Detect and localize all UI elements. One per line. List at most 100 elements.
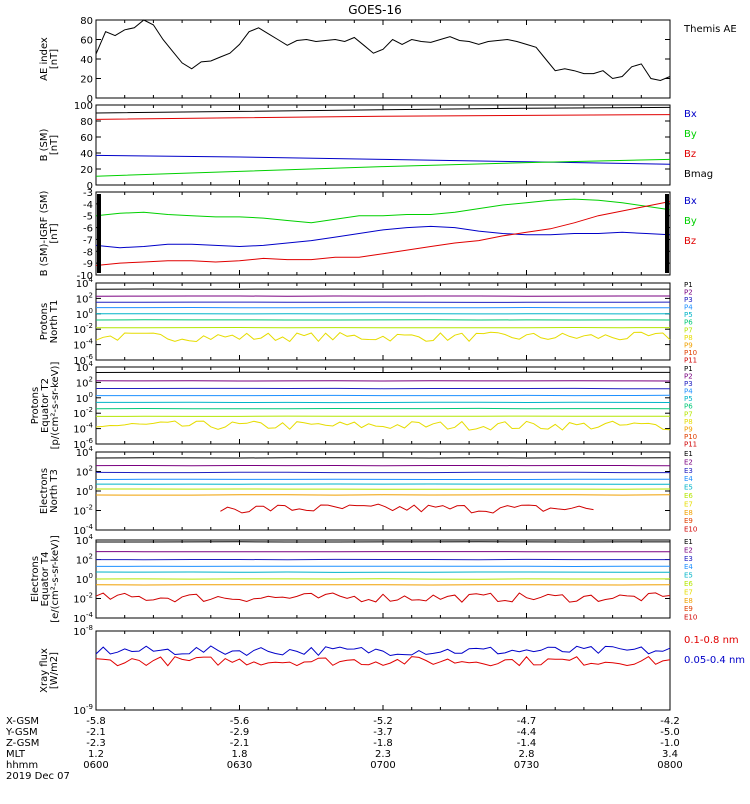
time-axis-mlt-value: 2.3	[375, 749, 391, 760]
panel-3-ytick-label: -8	[83, 247, 93, 258]
panel-1-ytick-label: 20	[80, 75, 93, 86]
time-axis-z-gsm-value: -1.8	[373, 738, 393, 749]
chart-title: GOES-16	[348, 3, 402, 17]
panel-7-legend-e10: E10	[684, 614, 697, 622]
time-axis-x-gsm-value: -5.2	[373, 716, 393, 727]
panel-5-ytick-label: 10-4	[73, 422, 93, 436]
panel-8-legend-0-1-0-8-nm: 0.1-0.8 nm	[684, 635, 739, 646]
time-axis-y-gsm-value: -2.9	[230, 727, 250, 738]
panel-8-ytick-label: 10-8	[73, 624, 93, 638]
panel-8-frame	[96, 631, 670, 710]
time-axis-label-x-gsm: X-GSM	[6, 716, 39, 727]
panel-6-legend-e8: E8	[684, 509, 693, 517]
panel-3-ytick-label: -9	[83, 259, 93, 270]
panel-3-series-1-line	[96, 199, 670, 223]
panel-6-ytick-label: 102	[76, 465, 93, 479]
panel-4-frame	[96, 283, 670, 360]
panel-6-legend-e6: E6	[684, 492, 693, 500]
panel-4-ytick-label: 102	[76, 291, 93, 305]
panel-6-ytick-label: 10-2	[73, 504, 93, 518]
panel-5-ytick-label: 102	[76, 375, 93, 389]
panel-6-frame	[96, 452, 670, 530]
panel-7-ytick-label: 10-4	[73, 611, 93, 625]
panel-6-ytick-label: 104	[76, 445, 94, 459]
time-axis-hhmm-value: 0600	[83, 760, 108, 771]
panel-8-ylabel: [W/m2]	[49, 652, 60, 689]
time-axis-mlt-value: 1.2	[88, 749, 104, 760]
panel-4-ytick-label: 104	[76, 276, 94, 290]
panel-6-legend-e3: E3	[684, 467, 693, 475]
panel-7-ylabel: [e/(cm²-s-sr-keV)]	[50, 535, 61, 623]
panel-2-series-4-line	[96, 159, 670, 176]
panel-7-legend-e6: E6	[684, 580, 693, 588]
time-axis-z-gsm-value: -1.0	[660, 738, 680, 749]
panel-7-ytick-label: 104	[76, 533, 94, 547]
time-axis-mlt-value: 3.4	[662, 749, 678, 760]
panel-7-legend-e8: E8	[684, 597, 693, 605]
panel-4-ytick-label: 10-4	[73, 338, 93, 352]
panel-6-ylabel: North T3	[49, 469, 60, 513]
panel-4-legend-p11: P11	[684, 356, 697, 364]
time-axis-label-z-gsm: Z-GSM	[6, 738, 39, 749]
panel-3-ytick-label: -6	[83, 224, 93, 235]
panel-6-legend-e7: E7	[684, 500, 693, 508]
time-axis-y-gsm-value: -3.7	[373, 727, 393, 738]
panel-2-ytick-label: 80	[80, 117, 93, 128]
panel-7-legend-e4: E4	[684, 563, 693, 571]
time-axis-z-gsm-value: -2.3	[86, 738, 106, 749]
panel-8-legend-0-05-0-4-nm: 0.05-0.4 nm	[684, 655, 745, 666]
panel-2-ytick-label: 60	[80, 133, 93, 144]
panel-1-frame	[96, 20, 670, 98]
panel-1-ytick-label: 80	[80, 16, 93, 27]
time-axis-hhmm-value: 0700	[370, 760, 395, 771]
panel-8-ytick-label: 10-9	[73, 703, 93, 717]
panel-3-right-flag-bar	[665, 194, 669, 273]
panel-1-ylabel: [nT]	[49, 49, 60, 69]
time-axis-hhmm-value: 0730	[514, 760, 539, 771]
panel-4-ytick-label: 100	[76, 307, 93, 321]
panel-2-legend-bz: Bz	[684, 149, 696, 160]
panel-4-series-8-line	[96, 332, 670, 341]
panel-3-ytick-label: -5	[83, 212, 93, 223]
panel-6-ytick-label: 100	[76, 484, 93, 498]
panel-7-legend-e1: E1	[684, 538, 693, 546]
panel-2-legend-bx: Bx	[684, 109, 697, 120]
panel-2-legend-bmag: Bmag	[684, 169, 713, 180]
panel-2-legend-by: By	[684, 129, 697, 140]
panel-7-ytick-label: 102	[76, 553, 93, 567]
panel-7-legend-e2: E2	[684, 546, 693, 554]
time-axis-label-mlt: MLT	[6, 749, 26, 760]
panel-4-ylabel: North T1	[49, 300, 60, 344]
panel-3-ylabel: [nT]	[49, 223, 60, 243]
panel-6-legend-e1: E1	[684, 450, 693, 458]
panel-5-ytick-label: 10-2	[73, 406, 93, 420]
time-axis-x-gsm-value: -5.6	[230, 716, 250, 727]
panel-5-ytick-label: 104	[76, 360, 94, 374]
panel-7-series-8-line	[96, 593, 670, 602]
panel-3-series-2-line	[96, 226, 670, 247]
panel-6-legend-e2: E2	[684, 458, 693, 466]
panel-3-legend-by: By	[684, 216, 697, 227]
panel-2-ytick-label: 40	[80, 149, 93, 160]
time-axis-hhmm-value: 0630	[227, 760, 252, 771]
time-axis-label-y-gsm: Y-GSM	[5, 727, 38, 738]
time-axis-z-gsm-value: -1.4	[517, 738, 537, 749]
panel-5-frame	[96, 367, 670, 444]
time-axis-y-gsm-value: -5.0	[660, 727, 680, 738]
panel-1-ytick-label: 60	[80, 36, 93, 47]
time-axis-hhmm-value: 0800	[657, 760, 682, 771]
time-axis-mlt-value: 2.8	[519, 749, 535, 760]
panel-2-ytick-label: 100	[74, 101, 93, 112]
time-axis-y-gsm-value: -2.1	[86, 727, 106, 738]
panel-7-legend-e9: E9	[684, 605, 693, 613]
panel-1-legend-themis-ae: Themis AE	[683, 24, 737, 35]
panel-3-ytick-label: -4	[83, 200, 93, 211]
panel-1-series-1-line	[96, 20, 670, 81]
time-axis-x-gsm-value: -5.8	[86, 716, 106, 727]
time-axis-y-gsm-value: -4.4	[517, 727, 537, 738]
panel-4-ytick-label: 10-2	[73, 322, 93, 336]
panel-6-legend-e4: E4	[684, 475, 693, 483]
panel-8-series-2-line	[96, 657, 670, 666]
